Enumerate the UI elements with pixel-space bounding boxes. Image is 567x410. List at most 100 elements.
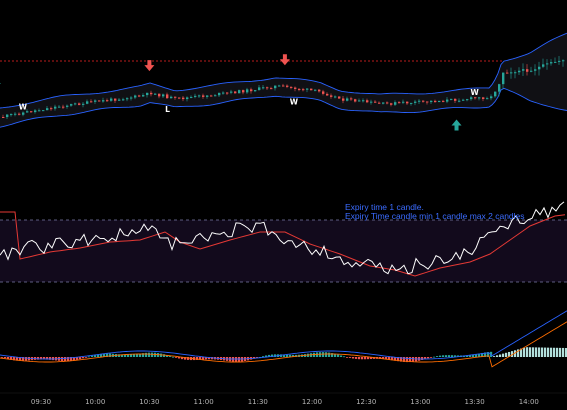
macd-histogram-bar bbox=[349, 357, 352, 358]
macd-histogram-bar bbox=[82, 357, 85, 359]
candle-body bbox=[354, 99, 357, 102]
signal-w-label: W bbox=[19, 102, 28, 111]
candle-body bbox=[90, 101, 93, 103]
candle-body bbox=[42, 110, 45, 112]
macd-histogram-bar bbox=[64, 357, 67, 362]
candle-body bbox=[370, 101, 373, 103]
macd-histogram-bar bbox=[553, 347, 556, 357]
macd-histogram-bar bbox=[505, 352, 508, 357]
candle-body bbox=[490, 96, 493, 99]
candle-body bbox=[422, 100, 425, 102]
macd-histogram-bar bbox=[19, 357, 22, 361]
candle-body bbox=[402, 101, 405, 103]
macd-histogram-bar bbox=[94, 354, 97, 357]
time-axis-label: 13:30 bbox=[465, 398, 485, 406]
macd-histogram-bar bbox=[100, 353, 103, 357]
candle-body bbox=[298, 88, 301, 90]
time-axis-label: 14:00 bbox=[519, 398, 539, 406]
time-axis-label: 10:30 bbox=[139, 398, 159, 406]
candle-body bbox=[258, 87, 261, 91]
macd-histogram-bar bbox=[187, 357, 190, 360]
macd-histogram-bar bbox=[256, 357, 259, 358]
candle-body bbox=[70, 104, 73, 106]
candle-body bbox=[530, 70, 533, 72]
macd-histogram-bar bbox=[448, 355, 451, 357]
macd-histogram-bar bbox=[196, 357, 199, 360]
candle-body bbox=[534, 69, 537, 71]
candle-body bbox=[166, 94, 169, 99]
macd-panel[interactable] bbox=[0, 310, 567, 368]
candle-body bbox=[418, 100, 421, 102]
candle-body bbox=[342, 98, 345, 101]
candle-body bbox=[154, 93, 157, 95]
oscillator-signal-line bbox=[0, 211, 566, 277]
candle-body bbox=[222, 92, 225, 94]
candle-body bbox=[158, 93, 161, 97]
macd-histogram-bar bbox=[343, 356, 346, 358]
macd-histogram-bar bbox=[517, 349, 520, 357]
macd-histogram-bar bbox=[136, 353, 139, 357]
candle-body bbox=[290, 86, 293, 88]
candle-body bbox=[214, 95, 217, 97]
macd-histogram-bar bbox=[526, 347, 529, 357]
macd-histogram-bar bbox=[61, 357, 64, 361]
candle-body bbox=[146, 92, 149, 96]
macd-histogram-bar bbox=[331, 353, 334, 357]
macd-histogram-bar bbox=[37, 357, 40, 360]
macd-histogram-bar bbox=[523, 347, 526, 357]
macd-histogram-bar bbox=[169, 355, 172, 357]
macd-histogram-bar bbox=[559, 347, 562, 357]
candle-body bbox=[514, 72, 517, 74]
macd-histogram-bar bbox=[106, 353, 109, 357]
candle-body bbox=[486, 98, 489, 100]
macd-histogram-bar bbox=[346, 357, 349, 358]
sell-arrow-icon bbox=[279, 54, 290, 66]
candle-body bbox=[430, 100, 433, 103]
macd-histogram-bar bbox=[496, 355, 499, 357]
candle-body bbox=[466, 99, 469, 101]
macd-histogram-bar bbox=[355, 357, 358, 359]
candle-body bbox=[142, 95, 145, 97]
macd-signal-line bbox=[0, 321, 567, 368]
candle-body bbox=[170, 96, 173, 99]
macd-histogram-bar bbox=[352, 357, 355, 359]
macd-histogram-bar bbox=[403, 357, 406, 362]
macd-histogram-bar bbox=[328, 352, 331, 357]
candle-body bbox=[390, 103, 393, 105]
macd-histogram-bar bbox=[130, 354, 133, 357]
candle-body bbox=[438, 100, 441, 103]
macd-histogram-bar bbox=[271, 354, 274, 357]
candle-body bbox=[226, 92, 229, 94]
macd-histogram-bar bbox=[400, 357, 403, 362]
price-panel[interactable]: W L W W bbox=[0, 32, 567, 131]
candle-body bbox=[270, 88, 273, 90]
macd-histogram-bar bbox=[13, 357, 16, 361]
candle-body bbox=[206, 95, 209, 97]
buy-arrow-icon bbox=[451, 119, 462, 131]
signal-w-label: W bbox=[470, 88, 479, 97]
oscillator-panel[interactable]: Expiry time 1 candle. Expiry Time candle… bbox=[0, 201, 567, 283]
oscillator-main-line bbox=[0, 201, 565, 275]
candle-body bbox=[138, 95, 141, 97]
macd-histogram-bar bbox=[49, 357, 52, 360]
candle-body bbox=[450, 98, 453, 100]
macd-histogram-bar bbox=[199, 357, 202, 360]
candle-body bbox=[18, 113, 21, 115]
candle-body bbox=[242, 90, 245, 93]
candle-body bbox=[306, 88, 309, 90]
sell-arrow-icon bbox=[144, 60, 155, 72]
candle-body bbox=[186, 97, 189, 100]
candle-body bbox=[522, 69, 525, 71]
macd-histogram-bar bbox=[268, 354, 271, 357]
macd-histogram-bar bbox=[364, 357, 367, 360]
macd-histogram-bar bbox=[91, 355, 94, 357]
macd-histogram-bar bbox=[1, 357, 4, 358]
candle-body bbox=[350, 98, 353, 100]
macd-histogram-bar bbox=[388, 357, 391, 360]
macd-histogram-bar bbox=[550, 347, 553, 357]
candle-body bbox=[254, 90, 257, 92]
candle-body bbox=[558, 60, 561, 62]
macd-histogram-bar bbox=[10, 357, 13, 360]
candle-body bbox=[282, 85, 285, 87]
